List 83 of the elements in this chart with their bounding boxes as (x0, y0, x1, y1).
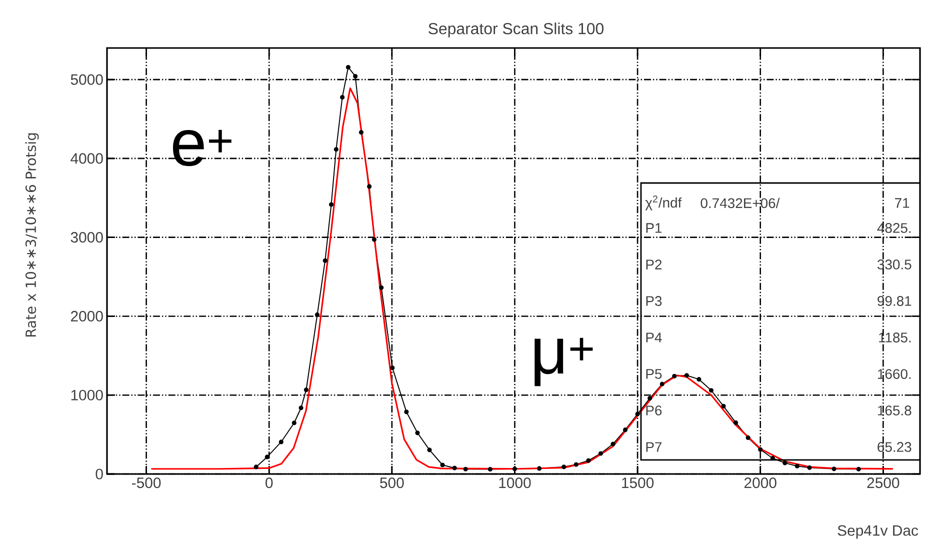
point (758, 447, 763, 452)
point (328, 202, 334, 207)
point (807, 465, 812, 470)
point (610, 442, 616, 446)
point (440, 462, 445, 468)
annotation: P2 (646, 260, 662, 270)
point (598, 451, 603, 456)
point (452, 466, 457, 470)
x-tick-label: 1000 (499, 478, 531, 488)
annotation: 0.7432E+06/ (700, 198, 780, 208)
x-tick-label: 2000 (744, 478, 776, 488)
annotation: e$^{+}$ (173, 130, 232, 166)
point (856, 466, 861, 472)
point (264, 454, 270, 460)
annotation: 1185. (879, 332, 911, 342)
annotation: P1 (646, 223, 662, 233)
point (390, 366, 395, 370)
point (372, 237, 377, 242)
annotation: P3 (646, 296, 662, 306)
y-tick-label: 5000 (70, 74, 103, 85)
annotation: 65.23 (878, 442, 912, 452)
y-axis-title: Rate x 10∗∗3/10∗∗6 Protsig (25, 133, 39, 337)
x-tick-label: 2500 (867, 478, 900, 488)
point (404, 410, 409, 414)
point (427, 448, 432, 452)
annotation: 165.8 (878, 406, 912, 416)
annotation: μ$^{+}$ (534, 338, 593, 386)
y-tick-label: 3000 (70, 232, 103, 243)
x-tick-label: 0 (266, 478, 273, 488)
point (334, 147, 338, 152)
x-axis-title: Sep41v Dac (838, 525, 918, 539)
annotation: χ$^{2}$/ndf (645, 196, 682, 210)
point (562, 464, 566, 470)
point (304, 388, 308, 392)
point (537, 466, 542, 471)
point (415, 430, 420, 436)
annotation: P7 (646, 442, 662, 452)
point (832, 466, 836, 472)
annotation: P5 (646, 369, 662, 379)
point (463, 466, 468, 472)
point (734, 420, 738, 426)
point (322, 258, 328, 263)
point (648, 396, 652, 401)
point (512, 466, 518, 472)
point (622, 428, 628, 432)
point (379, 285, 384, 290)
annotation: P6 (646, 406, 662, 416)
annotation: P4 (646, 332, 662, 342)
annotation: 4825. (877, 223, 911, 233)
point (708, 388, 714, 393)
chart-title: Separator Scan Slits 100 (428, 22, 604, 38)
point (782, 460, 788, 466)
point (721, 404, 726, 408)
point (353, 74, 358, 79)
point (292, 420, 296, 426)
point (660, 382, 664, 386)
point (278, 440, 284, 444)
annotation: 1660. (878, 369, 911, 379)
point (314, 312, 320, 318)
point (340, 95, 345, 100)
x-tick-label: -500 (132, 478, 161, 488)
point (746, 435, 750, 440)
y-tick-label: 2000 (70, 310, 103, 322)
point (672, 374, 677, 378)
point (358, 130, 364, 135)
annotation: 71 (895, 198, 910, 208)
point (586, 458, 591, 463)
y-tick-label: 4000 (70, 153, 103, 164)
point (635, 412, 640, 416)
point (254, 464, 258, 470)
x-tick-label: 500 (380, 478, 404, 488)
x-tick-label: 1500 (622, 478, 654, 488)
point (574, 462, 578, 467)
annotation: 330.5 (877, 260, 912, 270)
point (367, 184, 372, 189)
point (488, 466, 492, 472)
point (794, 464, 800, 468)
point (684, 373, 689, 378)
y-tick-label: 0 (96, 468, 103, 480)
point (346, 64, 350, 70)
point (696, 377, 702, 382)
y-tick-label: 1000 (71, 390, 103, 400)
point (298, 406, 304, 410)
